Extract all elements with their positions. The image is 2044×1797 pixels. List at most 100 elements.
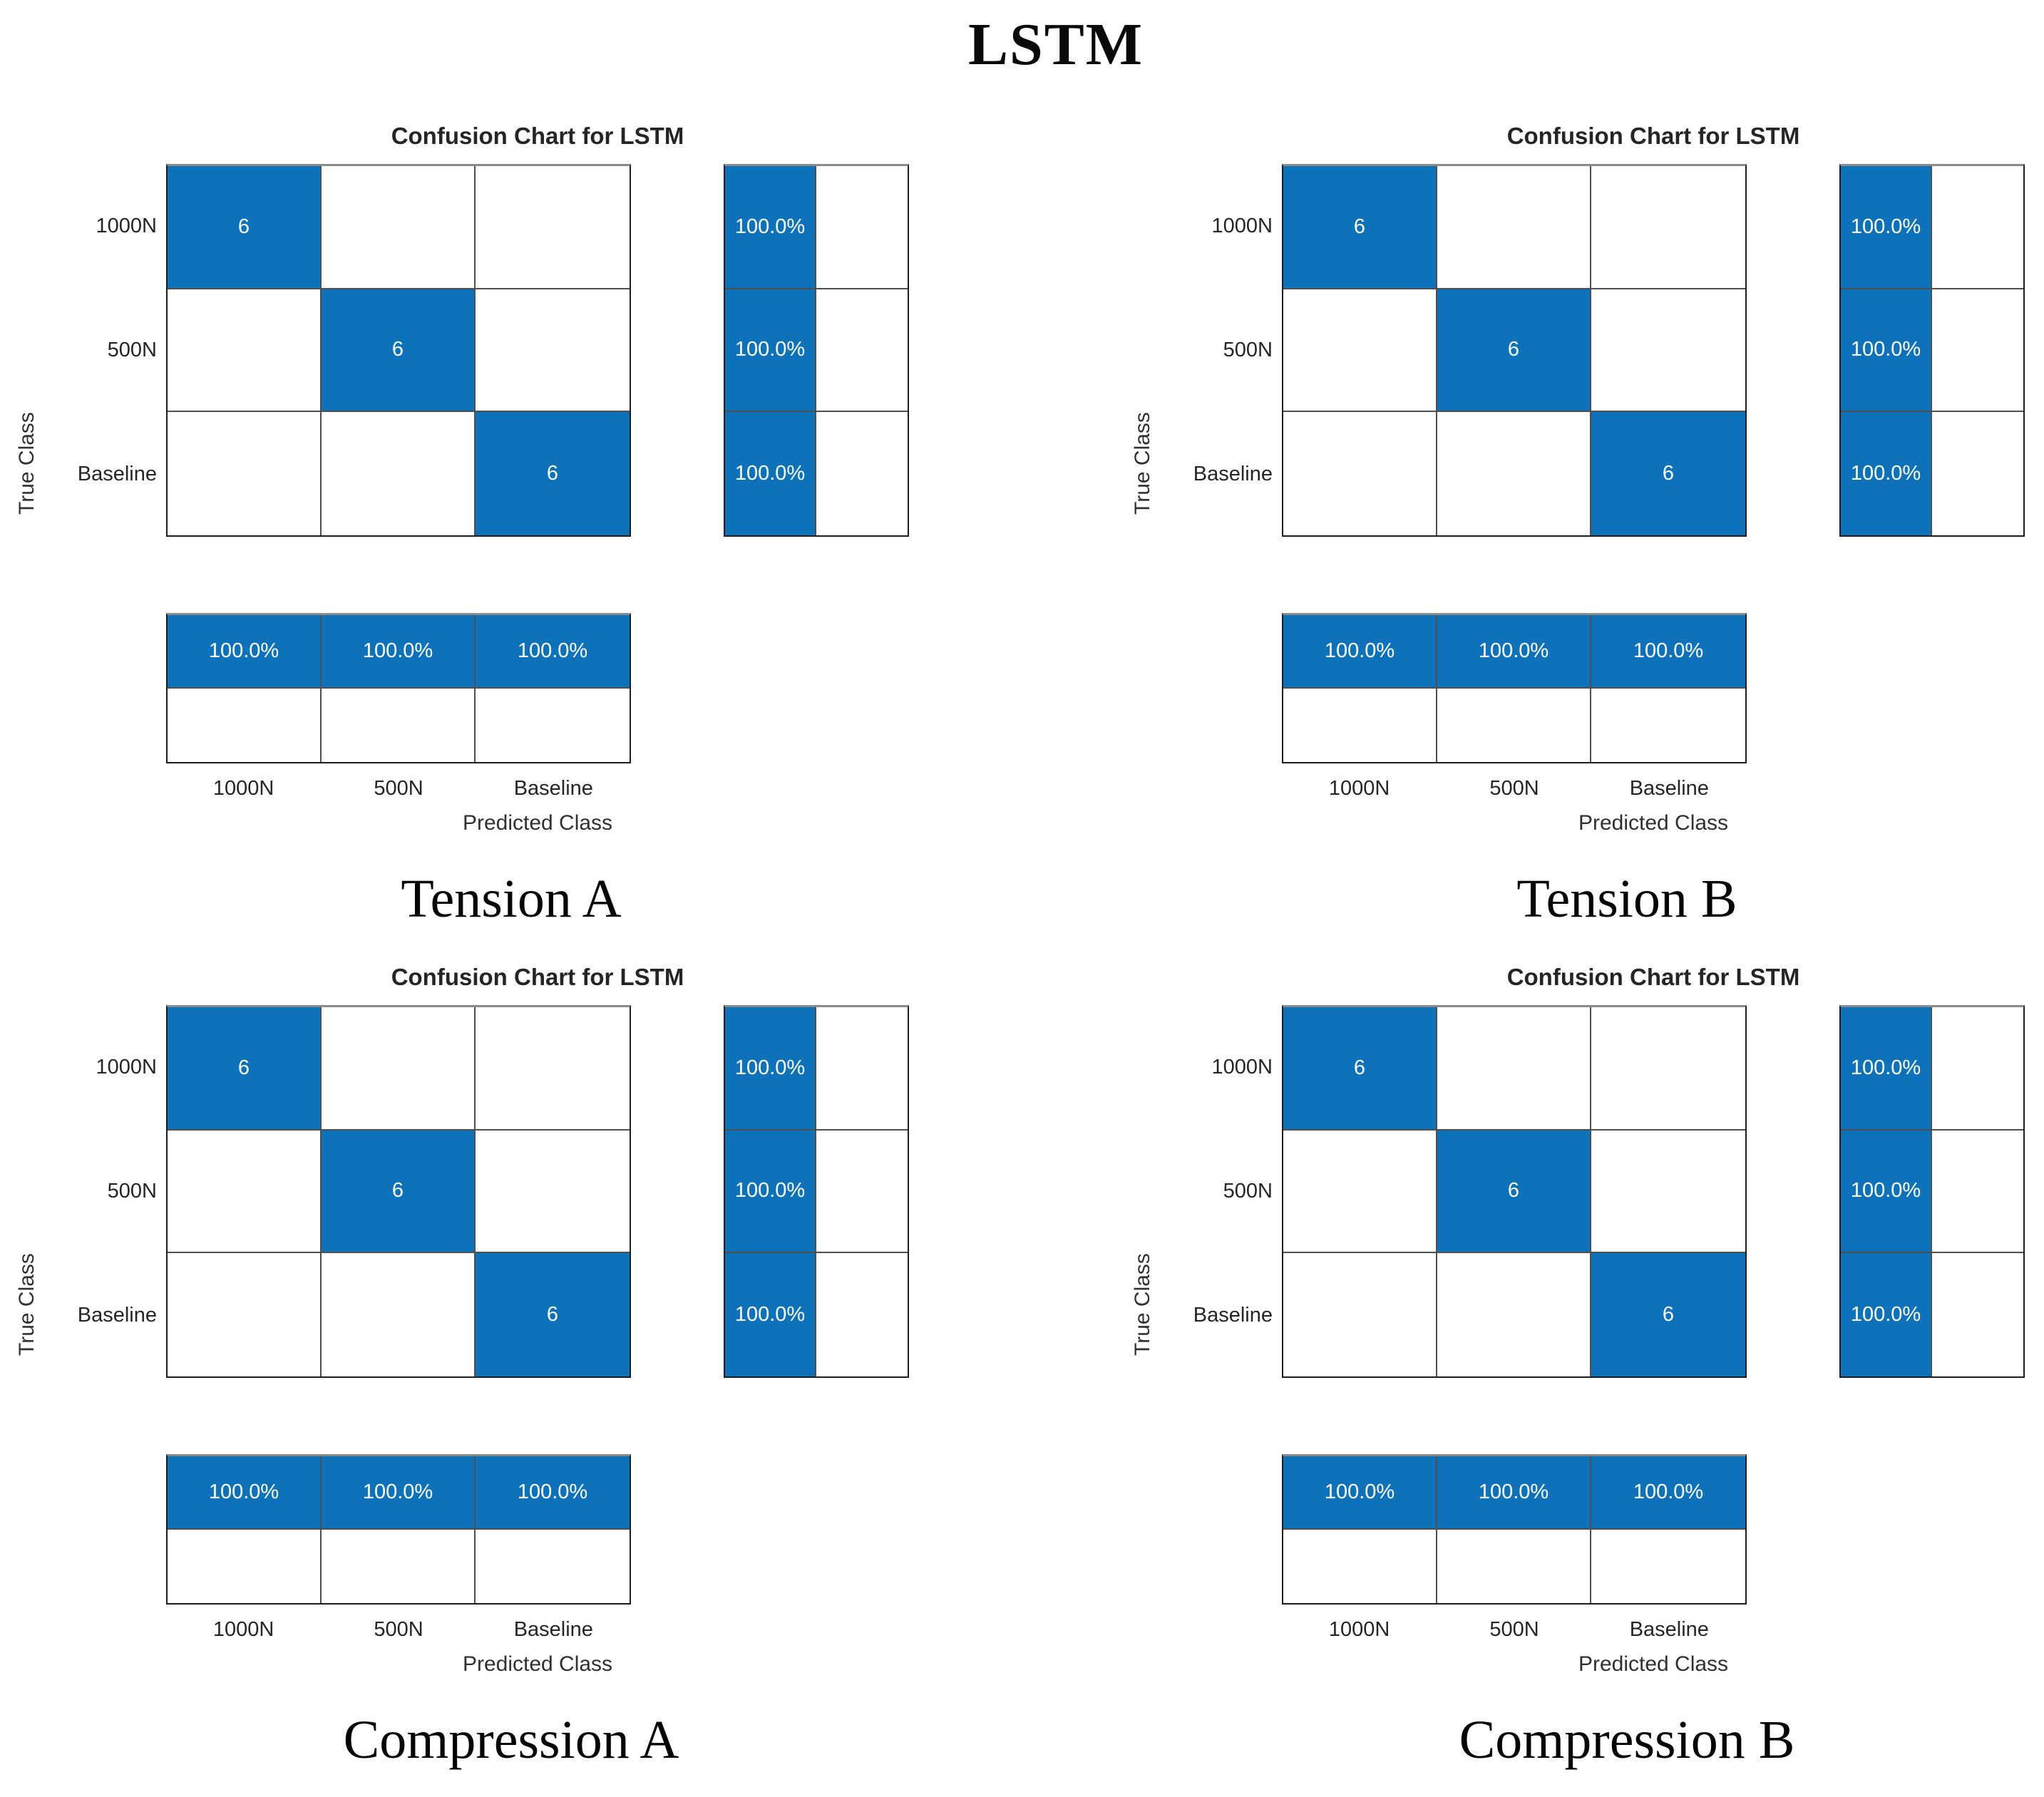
matrix-cell: [322, 166, 476, 289]
column-summary: 100.0% 100.0% 100.0%: [166, 613, 631, 763]
column-summary-cell: 100.0%: [1437, 615, 1591, 689]
row-summary-cell: [816, 1131, 908, 1254]
column-summary: 100.0% 100.0% 100.0%: [166, 1454, 631, 1605]
confusion-chart-panel: Confusion Chart for LSTM True Class 1000…: [1116, 107, 2044, 944]
row-summary-cell: 100.0%: [1841, 289, 1932, 413]
matrix-cell: [1283, 1253, 1437, 1376]
column-summary-cell: [1283, 1530, 1437, 1603]
row-summary-cell: [1932, 1131, 2023, 1254]
matrix-cell: [476, 1007, 630, 1131]
chart-caption: Compression B: [1459, 1710, 1795, 1770]
column-summary-cell: [322, 1530, 476, 1603]
matrix-cell: 6: [168, 1007, 322, 1131]
matrix-cell: 6: [1591, 1253, 1745, 1376]
chart-caption: Tension B: [1516, 869, 1737, 929]
column-summary-cell: 100.0%: [1283, 615, 1437, 689]
row-label: Baseline: [77, 463, 157, 486]
row-summary: 100.0% 100.0% 100.0%: [1839, 1005, 2025, 1378]
matrix-cell: 6: [1283, 166, 1437, 289]
column-labels: 1000N 500N Baseline: [1282, 1615, 1747, 1644]
row-labels: 1000N 500N Baseline: [1116, 1005, 1273, 1378]
matrix-cell: [1591, 1131, 1745, 1254]
column-summary-cell: [322, 689, 476, 762]
column-label: Baseline: [513, 1617, 593, 1641]
row-label: 500N: [107, 1179, 157, 1203]
row-summary-cell: [1932, 289, 2023, 413]
column-summary-cell: 100.0%: [1437, 1456, 1591, 1530]
column-labels: 1000N 500N Baseline: [1282, 774, 1747, 803]
row-summary-cell: 100.0%: [1841, 1130, 1932, 1254]
predicted-class-axis-label: Predicted Class: [462, 1652, 613, 1676]
row-summary-cell: [1932, 1007, 2023, 1131]
column-summary-cell: 100.0%: [476, 1456, 630, 1530]
matrix-cell: 6: [1437, 1130, 1591, 1254]
chart-title: Confusion Chart for LSTM: [1506, 123, 1800, 149]
row-label: Baseline: [1193, 463, 1273, 486]
chart-caption: Tension A: [401, 869, 622, 929]
matrix-cell: 6: [322, 289, 476, 413]
row-summary-cell: [816, 1007, 908, 1131]
column-summary-cell: 100.0%: [1591, 1456, 1745, 1530]
column-summary-cell: [476, 689, 630, 762]
column-label: 500N: [374, 776, 423, 800]
row-summary-cell: 100.0%: [725, 1007, 816, 1131]
matrix-cell: [476, 1131, 630, 1254]
matrix-cell: 6: [476, 1253, 630, 1376]
matrix-cell: 6: [1283, 1007, 1437, 1131]
row-summary-cell: 100.0%: [725, 412, 816, 535]
row-summary: 100.0% 100.0% 100.0%: [724, 164, 909, 537]
confusion-chart-panel: Confusion Chart for LSTM True Class 1000…: [0, 948, 1022, 1786]
column-label: 500N: [374, 1617, 423, 1641]
matrix-cell: [168, 412, 322, 535]
row-label: 500N: [1223, 338, 1273, 361]
column-summary-cell: 100.0%: [476, 615, 630, 689]
column-summary-cell: 100.0%: [168, 1456, 322, 1530]
row-label: 500N: [1223, 1179, 1273, 1203]
matrix-cell: [322, 1007, 476, 1131]
predicted-class-axis-label: Predicted Class: [1578, 1652, 1729, 1676]
column-label: Baseline: [1629, 1617, 1709, 1641]
confusion-chart-panel: Confusion Chart for LSTM True Class 1000…: [1116, 948, 2044, 1786]
column-summary-cell: [1437, 1530, 1591, 1603]
column-summary-cell: [1591, 689, 1745, 762]
row-summary-cell: [816, 166, 908, 289]
matrix-cell: [168, 1130, 322, 1254]
predicted-class-axis-label: Predicted Class: [1578, 811, 1729, 835]
matrix-cell: 6: [1437, 289, 1591, 413]
column-label: Baseline: [513, 776, 593, 800]
column-label: 1000N: [1328, 1617, 1390, 1641]
row-summary-cell: 100.0%: [725, 1253, 816, 1376]
predicted-class-axis-label: Predicted Class: [462, 811, 613, 835]
row-summary-cell: [1932, 412, 2023, 535]
row-label: 1000N: [1211, 1055, 1273, 1078]
row-label: Baseline: [1193, 1304, 1273, 1327]
column-summary: 100.0% 100.0% 100.0%: [1282, 613, 1747, 763]
row-summary-cell: 100.0%: [1841, 412, 1932, 535]
row-label: 1000N: [96, 214, 157, 237]
column-label: 1000N: [212, 1617, 274, 1641]
column-summary-cell: 100.0%: [322, 1456, 476, 1530]
row-summary-cell: 100.0%: [1841, 166, 1932, 289]
matrix-cell: [476, 289, 630, 413]
chart-caption: Compression A: [343, 1710, 679, 1770]
chart-title: Confusion Chart for LSTM: [1506, 964, 1800, 990]
matrix-cell: [1437, 166, 1591, 289]
matrix-cell: [1283, 1130, 1437, 1254]
row-summary-cell: 100.0%: [1841, 1007, 1932, 1131]
column-summary-cell: [476, 1530, 630, 1603]
column-summary-cell: [168, 689, 322, 762]
matrix-cell: [168, 1253, 322, 1376]
row-summary-cell: [1932, 166, 2023, 289]
row-summary-cell: [816, 289, 908, 413]
row-summary-cell: 100.0%: [725, 289, 816, 413]
matrix-cell: 6: [476, 412, 630, 535]
row-labels: 1000N 500N Baseline: [0, 164, 157, 537]
column-label: 1000N: [212, 776, 274, 800]
row-label: 500N: [107, 338, 157, 361]
confusion-chart-panel: Confusion Chart for LSTM True Class 1000…: [0, 107, 1022, 944]
row-summary-cell: 100.0%: [1841, 1253, 1932, 1376]
column-summary-cell: [1283, 689, 1437, 762]
